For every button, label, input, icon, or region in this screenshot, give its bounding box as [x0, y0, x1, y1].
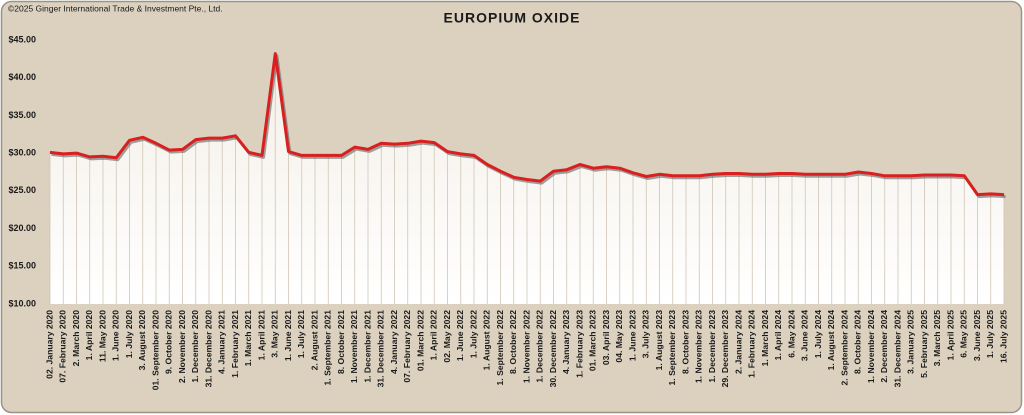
- x-tick-label: 1. August 2023: [654, 310, 664, 371]
- x-tick-label: 1. April 2024: [773, 310, 783, 361]
- x-tick-label: 1. June 2022: [455, 310, 465, 361]
- x-tick-label: 01. March 2023: [588, 310, 598, 371]
- x-tick-label: 07. February 2020: [58, 310, 68, 383]
- x-tick-label: 16. July 2025: [998, 310, 1008, 363]
- x-tick-label: 1. September 2022: [495, 310, 505, 386]
- x-tick-label: 1. December 2020: [190, 310, 200, 383]
- y-tick-label: $30.00: [8, 148, 36, 158]
- x-tick-label: 3. June 2025: [972, 310, 982, 361]
- x-tick-label: 30. December 2022: [548, 310, 558, 388]
- x-tick-label: 2. November 2020: [177, 310, 187, 383]
- x-tick-label: 6. May 2025: [959, 310, 969, 358]
- x-tick-label: 8. October 2024: [853, 310, 863, 374]
- y-tick-label: $45.00: [8, 34, 36, 44]
- x-tick-label: 1. December 2023: [707, 310, 717, 383]
- y-tick-label: $40.00: [8, 72, 36, 82]
- x-tick-label: 2. December 2024: [879, 310, 889, 383]
- chart-title: EUROPIUM OXIDE: [444, 10, 581, 26]
- x-tick-label: 3. July 2023: [641, 310, 651, 358]
- y-tick-label: $35.00: [8, 110, 36, 120]
- x-tick-label: 1. June 2021: [283, 310, 293, 361]
- x-tick-label: 1. September 2021: [323, 310, 333, 386]
- x-tick-label: 1. July 2024: [813, 310, 823, 358]
- x-tick-label: 04. May 2023: [614, 310, 624, 363]
- y-tick-label: $15.00: [8, 261, 36, 271]
- y-tick-label: $10.00: [8, 298, 36, 308]
- x-tick-label: 6. May 2024: [786, 310, 796, 358]
- x-tick-label: 9. October 2020: [164, 310, 174, 374]
- x-tick-label: 1. April 2020: [84, 310, 94, 361]
- x-tick-label: 1. June 2020: [111, 310, 121, 361]
- copyright: ©2025 Ginger International Trade & Inves…: [8, 3, 223, 13]
- x-tick-label: 4. January 2023: [561, 310, 571, 374]
- x-tick-label: 1. July 2022: [468, 310, 478, 358]
- x-tick-label: 1. March 2021: [243, 310, 253, 367]
- x-tick-label: 4. January 2022: [389, 310, 399, 374]
- x-tick-label: 8. October 2022: [508, 310, 518, 374]
- x-tick-label: 1. March 2024: [760, 310, 770, 367]
- x-tick-label: 1. April 2025: [945, 310, 955, 361]
- x-tick-label: 01. March 2022: [415, 310, 425, 371]
- x-tick-label: 02. January 2020: [44, 310, 54, 379]
- x-tick-label: 31. December 2021: [376, 310, 386, 388]
- y-tick-label: $20.00: [8, 223, 36, 233]
- x-tick-label: 31. December 2020: [203, 310, 213, 388]
- x-tick-label: 1. February 2023: [574, 310, 584, 378]
- x-tick-label: 2. August 2021: [309, 310, 319, 371]
- x-tick-label: 3. January 2025: [906, 310, 916, 374]
- x-tick-label: 2. September 2024: [839, 310, 849, 386]
- x-tick-label: 07. February 2022: [402, 310, 412, 383]
- x-tick-label: 8. October 2021: [336, 310, 346, 374]
- x-tick-label: 1. July 2021: [296, 310, 306, 358]
- x-tick-label: 1. September 2023: [667, 310, 677, 386]
- x-tick-label: 1. August 2022: [482, 310, 492, 371]
- x-tick-label: 8. October 2023: [680, 310, 690, 374]
- x-tick-label: 1. November 2023: [694, 310, 704, 383]
- x-tick-label: 3. March 2025: [932, 310, 942, 367]
- line: [49, 52, 1005, 197]
- x-tick-label: 2. March 2020: [71, 310, 81, 367]
- x-tick-label: 3. June 2024: [800, 310, 810, 361]
- x-tick-label: 1. April 2021: [256, 310, 266, 361]
- x-tick-label: 2. January 2024: [733, 310, 743, 374]
- x-tick-label: 1. November 2022: [521, 310, 531, 383]
- x-tick-label: 1. August 2024: [826, 310, 836, 371]
- x-tick-label: 3. May 2021: [270, 310, 280, 358]
- x-tick-label: 01. September 2020: [150, 310, 160, 390]
- x-tick-label: 1. February 2024: [747, 310, 757, 378]
- x-tick-label: 1. June 2023: [627, 310, 637, 361]
- x-tick-label: 1. November 2024: [866, 310, 876, 383]
- x-tick-label: 31. December 2024: [892, 310, 902, 388]
- x-tick-label: 1. December 2022: [535, 310, 545, 383]
- x-tick-label: 4. January 2021: [217, 310, 227, 374]
- x-tick-label: 1. July 2025: [985, 310, 995, 358]
- x-tick-label: 3. August 2020: [137, 310, 147, 371]
- x-tick-label: 1. July 2020: [124, 310, 134, 358]
- x-tick-label: 1. April 2022: [429, 310, 439, 361]
- x-tick-label: 03. April 2023: [601, 310, 611, 365]
- x-tick-label: 1. November 2021: [349, 310, 359, 383]
- x-tick-label: 02. May 2022: [442, 310, 452, 363]
- x-tick-label: 1. December 2021: [362, 310, 372, 383]
- x-tick-label: 5. February 2025: [919, 310, 929, 378]
- x-tick-label: 29. December 2023: [720, 310, 730, 388]
- x-tick-label: 1. February 2021: [230, 310, 240, 378]
- x-tick-label: 11. May 2020: [97, 310, 107, 362]
- line-shadow: [51, 54, 1006, 199]
- y-tick-label: $25.00: [8, 185, 36, 195]
